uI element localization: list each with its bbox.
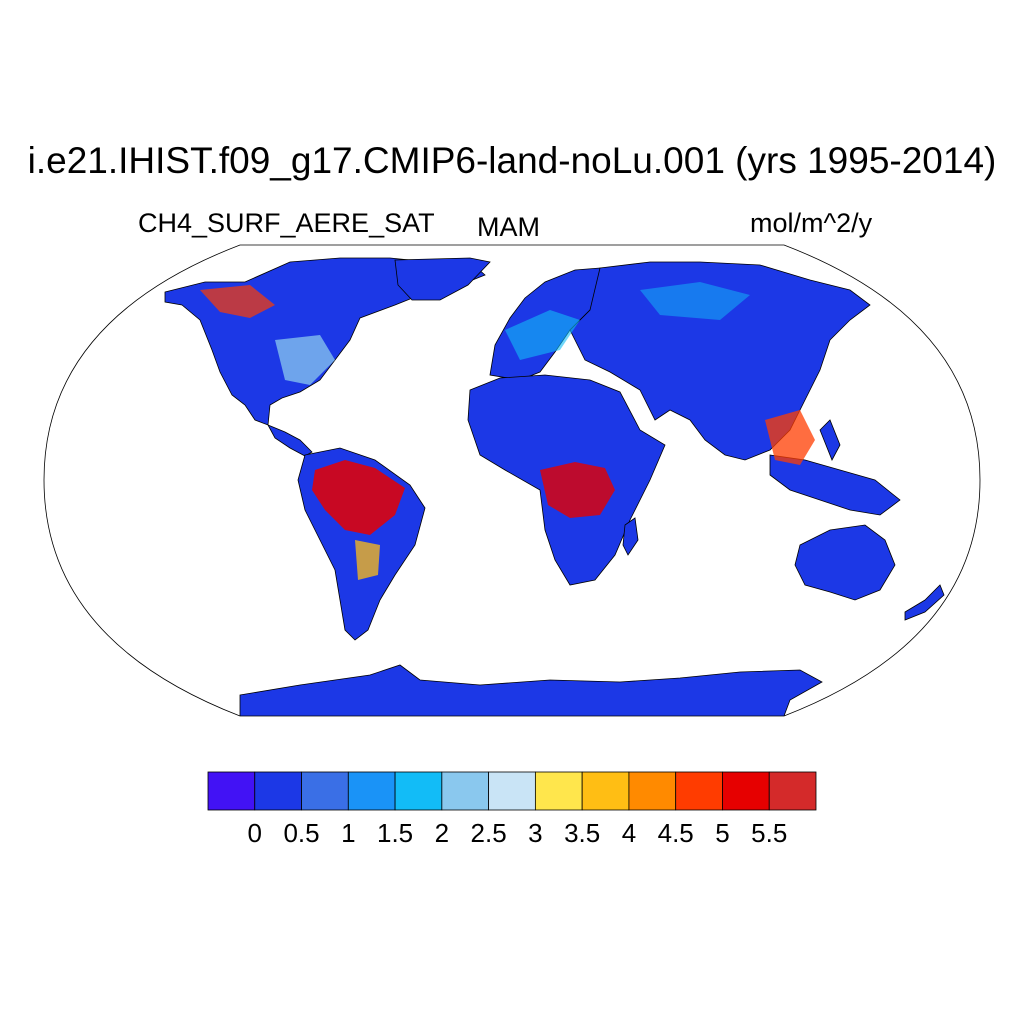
landmass-greenland (394, 257, 491, 301)
colorbar-tick-label: 0 (247, 818, 262, 848)
colorbar-swatch (441, 771, 490, 811)
landmass-australia (794, 524, 896, 601)
colorbar-swatch (394, 771, 443, 811)
colorbar-swatch (722, 771, 770, 811)
pampas-mid-flux (355, 540, 380, 580)
colorbar-swatch (628, 771, 677, 811)
eastern-north-america-mid-flux (275, 335, 335, 385)
colorbar-swatch (768, 771, 817, 811)
main-title: i.e21.IHIST.f09_g17.CMIP6-land-noLu.001 … (27, 140, 997, 181)
season-label: MAM (477, 212, 540, 242)
landmass-new-zealand (904, 584, 945, 621)
europe-mid-flux (505, 310, 580, 360)
southeast-asia-high-flux (765, 410, 815, 465)
colorbar-tick-label: 4.5 (657, 818, 694, 848)
units-label: mol/m^2/y (750, 208, 873, 238)
boreal-north-america-high-flux (200, 285, 275, 318)
landmass-madagascar (622, 517, 639, 556)
colorbar-tick-label: 1 (341, 818, 356, 848)
colorbar-swatch (675, 771, 723, 811)
colorbar-swatch (534, 771, 583, 811)
landmass-antarctica (239, 664, 823, 716)
congo-high-flux (540, 462, 615, 518)
colorbar-swatch (488, 771, 536, 811)
landmass-maritime-southeast-asia (769, 454, 901, 516)
colorbar-tick-label: 4 (621, 818, 637, 848)
colorbar-tick-label: 2.5 (470, 818, 507, 848)
variable-label: CH4_SURF_AERE_SAT (138, 208, 435, 238)
colorbar-tick-label: 3 (528, 818, 543, 848)
landmass-asia (569, 261, 871, 461)
colorbar-tick-label: 3.5 (564, 818, 601, 848)
colorbar-swatch (581, 771, 630, 811)
amazon-high-flux (312, 460, 405, 535)
colorbar-swatch (301, 771, 349, 811)
colorbar-swatch (347, 771, 396, 811)
landmass-japan (819, 419, 841, 461)
siberia-mid-flux (640, 282, 750, 320)
colorbar-tick-label: 5.5 (751, 818, 788, 848)
colorbar-tick-label: 0.5 (283, 818, 320, 848)
colorbar-tick-label: 2 (434, 818, 450, 848)
colorbar-tick-label: 5 (715, 818, 730, 848)
colorbar-swatch (207, 771, 256, 811)
colorbar-tick-label: 1.5 (376, 818, 414, 848)
colorbar-swatch (254, 771, 302, 811)
